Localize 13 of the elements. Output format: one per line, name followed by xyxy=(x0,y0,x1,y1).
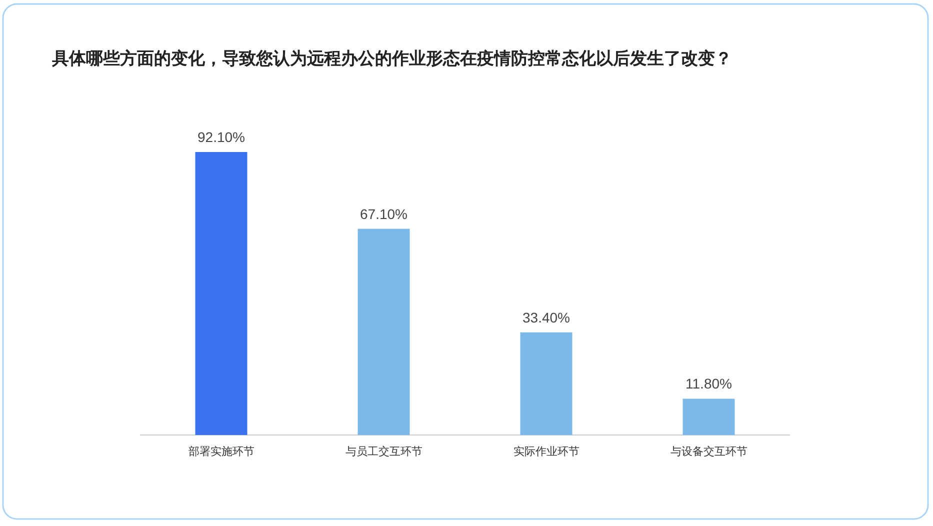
x-tick-label: 与员工交互环节 xyxy=(345,445,422,458)
data-label: 11.80% xyxy=(686,376,732,392)
bar xyxy=(195,152,248,435)
data-label: 67.10% xyxy=(360,206,408,222)
x-tick-label: 部署实施环节 xyxy=(188,445,254,458)
bar xyxy=(682,398,735,435)
x-tick-label: 实际作业环节 xyxy=(513,445,580,458)
bar xyxy=(358,228,410,435)
data-label: 33.40% xyxy=(522,309,570,326)
x-tick-label: 与设备交互环节 xyxy=(670,445,748,458)
data-label: 92.10% xyxy=(198,129,245,145)
chart-title: 具体哪些方面的变化，导致您认为远程办公的作业形态在疫情防控常态化以后发生了改变？ xyxy=(51,49,732,68)
bar xyxy=(520,332,572,435)
